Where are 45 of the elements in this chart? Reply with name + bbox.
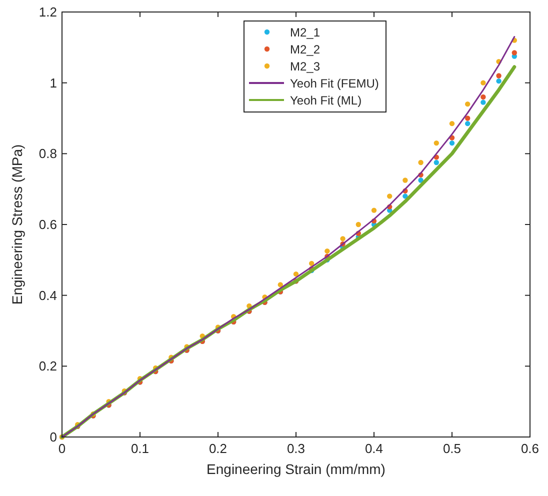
point [371, 208, 377, 213]
y-tick-label: 0 [50, 430, 57, 444]
point [387, 194, 392, 199]
point [293, 271, 299, 277]
point [402, 194, 408, 199]
y-tick-label: 0.4 [38, 288, 57, 303]
x-tick-label: 0.2 [208, 441, 228, 456]
point [480, 94, 486, 100]
point [434, 160, 439, 166]
x-tick-label: 0.6 [520, 441, 540, 456]
point [418, 178, 424, 183]
point [434, 140, 439, 146]
point [465, 120, 470, 126]
point [480, 100, 486, 105]
y-tick-label: 0.6 [38, 217, 57, 232]
x-tick-label: 0.3 [286, 441, 306, 456]
point [465, 101, 470, 107]
point [449, 120, 455, 126]
point [309, 260, 314, 266]
point [418, 160, 424, 166]
legend-label: M2_1 [290, 26, 320, 40]
legend-label: M2_2 [290, 42, 320, 56]
y-tick-label: 0.8 [38, 146, 57, 162]
point [480, 80, 486, 86]
y-tick-label: 1.2 [38, 4, 57, 20]
point [512, 50, 517, 56]
y-tick-label: 0.2 [38, 358, 57, 374]
legend-label: M2_3 [290, 60, 320, 74]
x-tick-label: 0.4 [364, 441, 384, 456]
point [449, 140, 455, 146]
y-axis-title: Engineering Stress (MPa) [9, 144, 25, 305]
x-axis-title: Engineering Strain (mm/mm) [206, 461, 386, 477]
point [496, 78, 502, 84]
y-tick-label: 1 [50, 75, 57, 90]
point [278, 282, 283, 288]
legend-label: Yeoh Fit (FEMU) [290, 76, 379, 90]
point [340, 236, 346, 242]
x-tick-label: 0.1 [130, 441, 150, 456]
x-tick-label: 0.5 [442, 441, 462, 456]
point [402, 178, 408, 183]
point [324, 248, 330, 254]
point [496, 73, 502, 78]
point [465, 116, 470, 121]
legend-label: Yeoh Fit (ML) [290, 94, 362, 108]
point [356, 222, 361, 228]
